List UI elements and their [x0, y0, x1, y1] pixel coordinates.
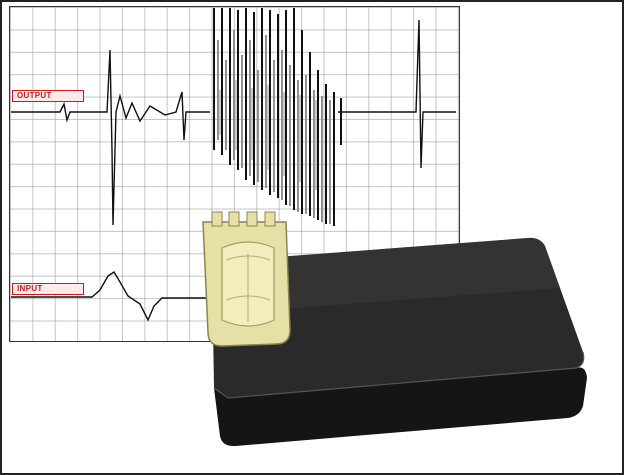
- output-label: OUTPUT: [12, 90, 84, 102]
- output-burst: [213, 8, 342, 226]
- output-trace-tail: [338, 19, 456, 169]
- input-label: INPUT: [12, 283, 84, 295]
- output-trace: [11, 49, 210, 226]
- connector-plug: [202, 211, 291, 347]
- input-trace: [11, 271, 215, 322]
- cdi-module: [212, 237, 587, 447]
